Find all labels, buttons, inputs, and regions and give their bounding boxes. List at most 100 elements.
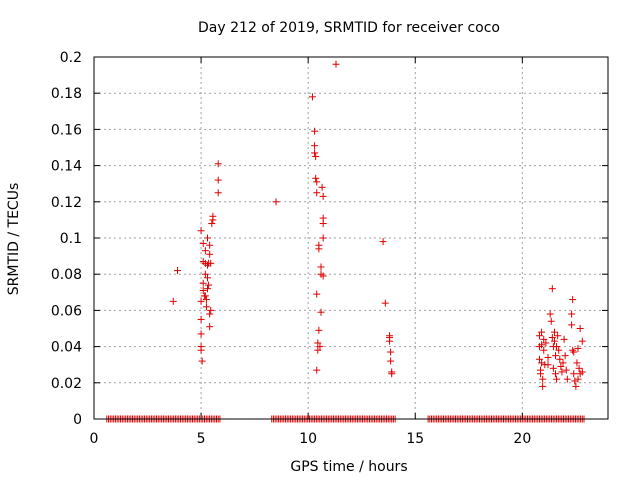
data-point	[314, 346, 322, 354]
y-tick-label: 0.16	[51, 122, 82, 138]
data-point	[206, 310, 214, 318]
data-point	[214, 176, 222, 184]
data-point	[207, 259, 215, 267]
data-point	[198, 357, 206, 365]
data-point	[214, 189, 222, 197]
data-point	[573, 359, 581, 367]
data-point	[572, 382, 580, 390]
data-point	[311, 149, 319, 157]
data-point	[557, 363, 565, 371]
data-point	[204, 285, 212, 293]
data-point	[537, 370, 545, 378]
data-point	[206, 250, 214, 258]
data-point	[553, 343, 561, 351]
data-point	[209, 216, 217, 224]
data-point	[578, 368, 586, 376]
data-point	[538, 359, 546, 367]
data-point	[319, 234, 327, 242]
data-point	[535, 355, 543, 363]
data-point	[540, 346, 548, 354]
x-tick-label: 15	[406, 431, 424, 447]
y-tick-label: 0.08	[51, 267, 82, 283]
data-point	[332, 60, 340, 68]
data-point	[272, 198, 280, 206]
data-point	[544, 353, 552, 361]
data-point	[174, 267, 182, 275]
data-point	[552, 352, 560, 360]
data-point	[214, 160, 222, 168]
y-tick-label: 0.1	[60, 231, 82, 247]
data-point	[571, 377, 579, 385]
y-tick-label: 0.14	[51, 159, 82, 175]
data-point	[568, 321, 576, 329]
data-point	[313, 178, 321, 186]
data-point	[535, 332, 543, 340]
data-point	[560, 335, 568, 343]
data-point	[314, 339, 322, 347]
data-point	[319, 192, 327, 200]
data-point	[312, 153, 320, 161]
data-point	[548, 334, 556, 342]
data-point	[202, 296, 210, 304]
x-tick-labels: 0 5 10 15 20	[90, 431, 532, 447]
data-point	[197, 227, 205, 235]
data-point	[313, 189, 321, 197]
y-tick-labels: 0 0.02 0.04 0.06 0.08 0.1 0.12 0.14 0.16 0.18 0.2	[51, 50, 82, 428]
data-point	[313, 366, 321, 374]
data-point	[207, 306, 215, 314]
data-point	[197, 315, 205, 323]
data-point	[575, 364, 583, 372]
data-point	[569, 296, 577, 304]
data-point	[208, 220, 216, 228]
x-tick-label: 10	[299, 431, 317, 447]
data-point	[550, 328, 558, 336]
data-point	[317, 263, 325, 271]
data-point	[319, 272, 327, 280]
data-point	[570, 370, 578, 378]
data-point	[558, 368, 566, 376]
y-tick-label: 0.18	[51, 86, 82, 102]
data-point	[574, 375, 582, 383]
data-point	[550, 337, 558, 345]
data-point	[197, 330, 205, 338]
data-point	[169, 297, 177, 305]
data-point	[556, 355, 564, 363]
data-point	[552, 370, 560, 378]
data-points	[169, 60, 586, 390]
data-point	[387, 357, 395, 365]
y-tick-label: 0.04	[51, 340, 82, 356]
data-point	[199, 279, 207, 287]
data-point	[311, 127, 319, 135]
grid-lines	[94, 57, 608, 419]
x-axis-label: GPS time / hours	[290, 459, 407, 475]
data-point	[388, 370, 396, 378]
data-point	[387, 348, 395, 356]
data-point	[569, 346, 577, 354]
data-point	[313, 290, 321, 298]
data-point	[381, 299, 389, 307]
data-point	[318, 183, 326, 191]
y-axis-label: SRMTID / TECUs	[6, 183, 22, 296]
data-point	[379, 238, 387, 246]
data-point	[204, 274, 212, 282]
data-point	[308, 93, 316, 101]
data-point	[206, 241, 214, 249]
data-point	[199, 286, 207, 294]
y-tick-label: 0.12	[51, 195, 82, 211]
y-tick-label: 0.02	[51, 376, 82, 392]
x-tick-label: 20	[513, 431, 531, 447]
y-tick-label: 0.06	[51, 303, 82, 319]
data-point	[574, 344, 582, 352]
data-point	[311, 142, 319, 150]
data-point	[555, 346, 563, 354]
data-point	[316, 343, 324, 351]
data-point	[201, 270, 209, 278]
data-point	[547, 317, 555, 325]
chart-title: Day 212 of 2019, SRMTID for receiver coc…	[198, 20, 500, 36]
data-point	[539, 375, 547, 383]
data-point	[559, 359, 567, 367]
data-point	[386, 337, 394, 345]
data-point	[201, 292, 209, 300]
